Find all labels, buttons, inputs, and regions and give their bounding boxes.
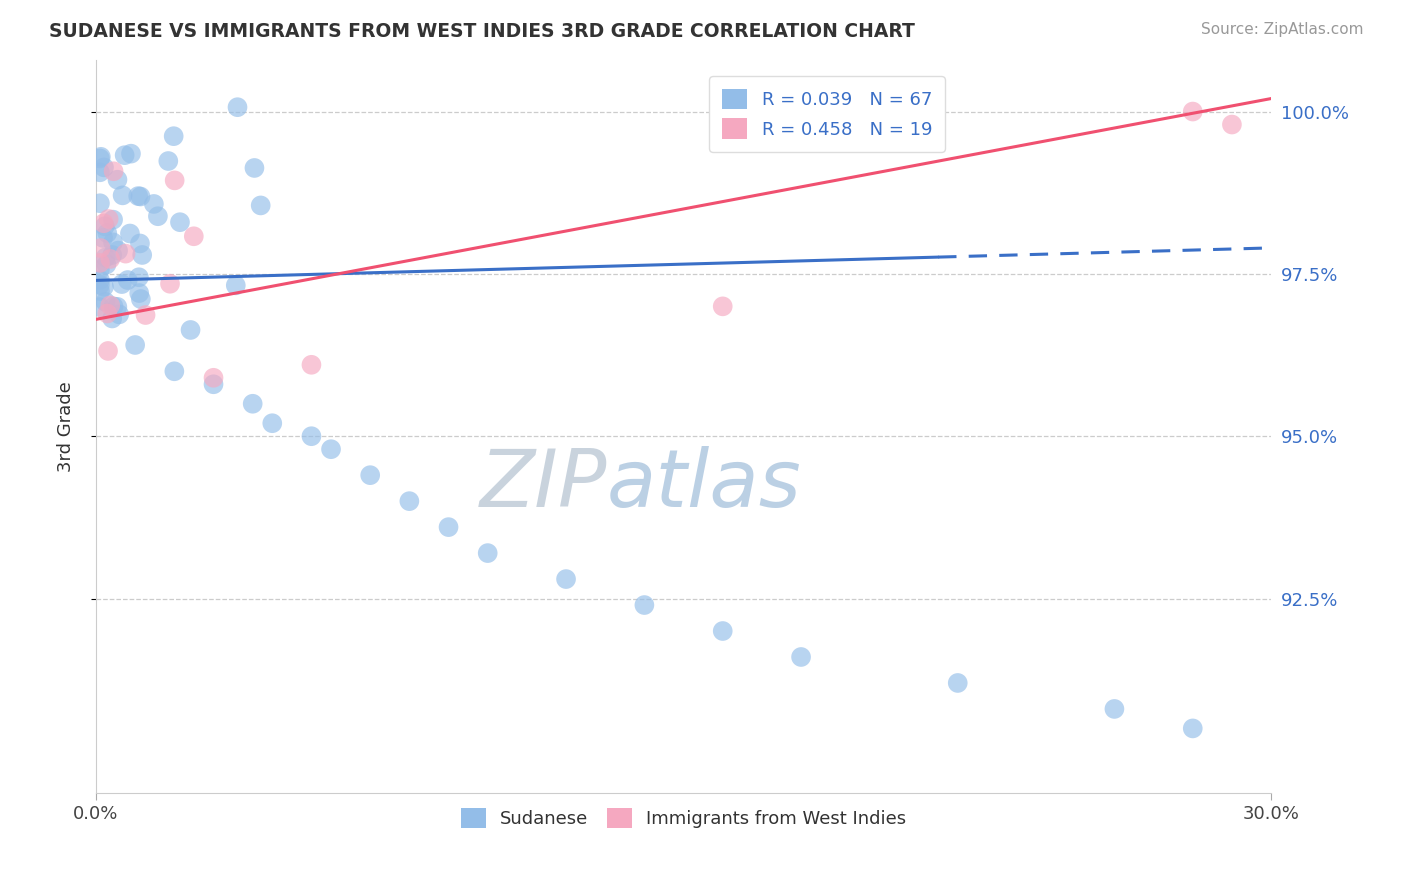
- Point: [97, 343, 120, 358]
- Point: [183, 229, 205, 244]
- Point: [169, 215, 191, 229]
- Point: [477, 546, 499, 560]
- Point: [225, 278, 247, 293]
- Point: [135, 308, 157, 322]
- Point: [163, 173, 186, 187]
- Point: [89, 273, 111, 287]
- Point: [90, 150, 112, 164]
- Point: [128, 270, 150, 285]
- Point: [226, 100, 249, 114]
- Point: [711, 624, 734, 638]
- Point: [98, 252, 121, 266]
- Point: [107, 172, 129, 186]
- Point: [1104, 702, 1126, 716]
- Point: [129, 189, 152, 203]
- Point: [633, 598, 655, 612]
- Point: [711, 299, 734, 313]
- Point: [359, 468, 381, 483]
- Point: [89, 262, 111, 277]
- Point: [89, 277, 111, 292]
- Point: [120, 146, 142, 161]
- Point: [262, 416, 284, 430]
- Point: [146, 209, 169, 223]
- Point: [105, 300, 128, 314]
- Point: [101, 248, 124, 262]
- Point: [103, 299, 125, 313]
- Point: [103, 164, 125, 178]
- Point: [1220, 118, 1243, 132]
- Point: [89, 165, 111, 179]
- Point: [437, 520, 460, 534]
- Point: [180, 323, 202, 337]
- Point: [96, 258, 118, 272]
- Point: [790, 650, 813, 665]
- Point: [946, 676, 969, 690]
- Point: [94, 294, 117, 309]
- Point: [89, 300, 111, 314]
- Y-axis label: 3rd Grade: 3rd Grade: [58, 381, 75, 472]
- Text: SUDANESE VS IMMIGRANTS FROM WEST INDIES 3RD GRADE CORRELATION CHART: SUDANESE VS IMMIGRANTS FROM WEST INDIES …: [49, 22, 915, 41]
- Point: [117, 273, 139, 287]
- Point: [91, 231, 114, 245]
- Point: [111, 188, 134, 202]
- Point: [101, 311, 124, 326]
- Point: [118, 227, 141, 241]
- Point: [129, 236, 152, 251]
- Point: [114, 246, 136, 260]
- Point: [96, 226, 118, 240]
- Point: [94, 219, 117, 234]
- Point: [111, 277, 134, 291]
- Point: [202, 377, 225, 392]
- Point: [301, 429, 323, 443]
- Point: [114, 148, 136, 162]
- Point: [243, 161, 266, 175]
- Point: [89, 256, 111, 270]
- Point: [96, 306, 118, 320]
- Point: [89, 152, 111, 166]
- Point: [398, 494, 420, 508]
- Point: [97, 212, 120, 227]
- Point: [101, 212, 124, 227]
- Point: [108, 307, 131, 321]
- Point: [101, 235, 124, 250]
- Point: [93, 161, 115, 175]
- Point: [319, 442, 342, 457]
- Point: [242, 397, 264, 411]
- Point: [163, 364, 186, 378]
- Point: [89, 284, 111, 298]
- Point: [131, 248, 153, 262]
- Point: [163, 129, 186, 144]
- Point: [107, 244, 129, 258]
- Point: [93, 280, 115, 294]
- Point: [90, 241, 112, 255]
- Point: [157, 154, 180, 169]
- Point: [129, 292, 152, 306]
- Point: [249, 198, 271, 212]
- Point: [127, 189, 149, 203]
- Point: [1181, 722, 1204, 736]
- Legend: Sudanese, Immigrants from West Indies: Sudanese, Immigrants from West Indies: [453, 800, 914, 836]
- Point: [1181, 104, 1204, 119]
- Text: Source: ZipAtlas.com: Source: ZipAtlas.com: [1201, 22, 1364, 37]
- Point: [124, 338, 146, 352]
- Point: [98, 298, 121, 312]
- Point: [142, 197, 165, 211]
- Point: [159, 277, 181, 291]
- Point: [89, 196, 111, 211]
- Point: [94, 251, 117, 265]
- Point: [93, 216, 115, 230]
- Point: [128, 286, 150, 301]
- Text: ZIP: ZIP: [479, 446, 607, 524]
- Point: [301, 358, 323, 372]
- Point: [202, 371, 225, 385]
- Point: [555, 572, 578, 586]
- Text: atlas: atlas: [607, 446, 801, 524]
